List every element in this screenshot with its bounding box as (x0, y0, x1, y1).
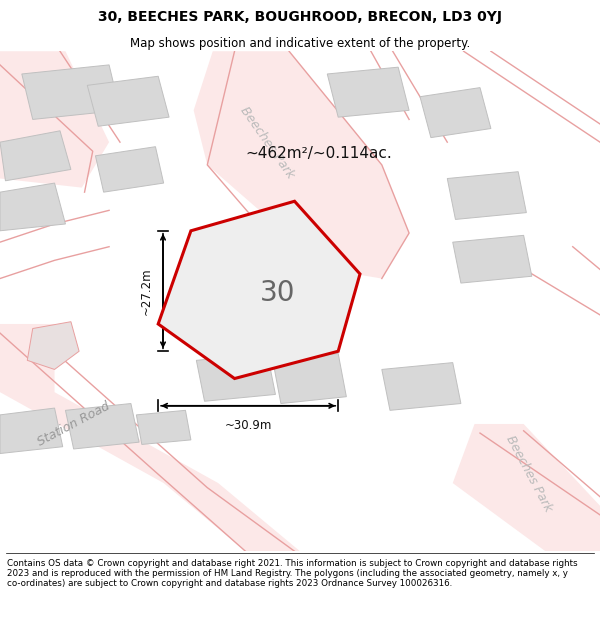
Polygon shape (420, 88, 491, 138)
Polygon shape (196, 354, 275, 401)
Polygon shape (447, 172, 526, 219)
Polygon shape (0, 408, 63, 454)
Text: ~27.2m: ~27.2m (140, 268, 153, 315)
Polygon shape (0, 131, 71, 181)
Polygon shape (27, 322, 79, 369)
Text: Beeches Park: Beeches Park (238, 104, 297, 181)
Polygon shape (382, 362, 461, 411)
Polygon shape (453, 236, 532, 283)
Polygon shape (158, 201, 360, 379)
Text: Station Road: Station Road (35, 399, 112, 449)
Polygon shape (136, 411, 191, 444)
Polygon shape (273, 354, 346, 404)
Polygon shape (95, 147, 164, 192)
Polygon shape (0, 324, 300, 551)
Text: Beeches Park: Beeches Park (503, 434, 554, 514)
Polygon shape (0, 183, 65, 231)
Polygon shape (65, 404, 139, 449)
Polygon shape (87, 76, 169, 126)
Polygon shape (453, 424, 600, 551)
Text: Map shows position and indicative extent of the property.: Map shows position and indicative extent… (130, 37, 470, 50)
Text: 30, BEECHES PARK, BOUGHROOD, BRECON, LD3 0YJ: 30, BEECHES PARK, BOUGHROOD, BRECON, LD3… (98, 10, 502, 24)
Text: 30: 30 (260, 279, 295, 308)
Polygon shape (194, 51, 409, 279)
Text: Contains OS data © Crown copyright and database right 2021. This information is : Contains OS data © Crown copyright and d… (7, 559, 578, 588)
Polygon shape (327, 67, 409, 117)
Polygon shape (0, 51, 109, 187)
Polygon shape (22, 65, 120, 119)
Text: ~30.9m: ~30.9m (224, 419, 272, 432)
Text: ~462m²/~0.114ac.: ~462m²/~0.114ac. (245, 146, 392, 161)
